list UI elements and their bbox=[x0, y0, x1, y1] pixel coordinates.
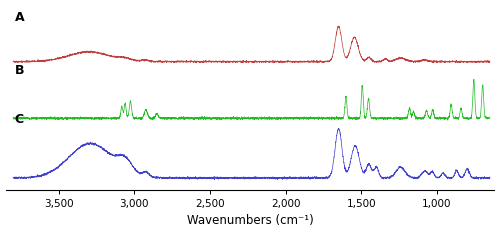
Text: A: A bbox=[14, 11, 24, 24]
Text: C: C bbox=[14, 113, 24, 126]
Text: B: B bbox=[14, 64, 24, 77]
X-axis label: Wavenumbers (cm⁻¹): Wavenumbers (cm⁻¹) bbox=[186, 214, 314, 227]
